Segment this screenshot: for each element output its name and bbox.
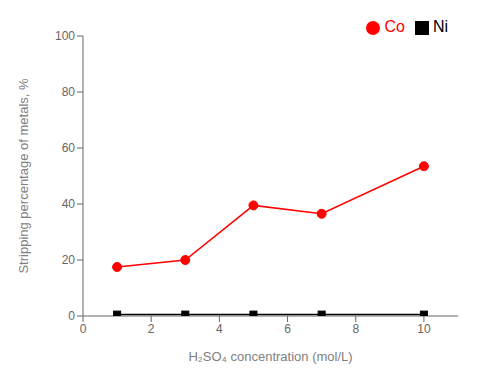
- svg-text:80: 80: [62, 85, 76, 99]
- svg-text:0: 0: [80, 322, 87, 336]
- svg-text:0: 0: [68, 309, 75, 323]
- svg-text:10: 10: [417, 322, 431, 336]
- svg-text:H₂SO₄ concentration (mol/L): H₂SO₄ concentration (mol/L): [188, 349, 352, 364]
- svg-text:4: 4: [216, 322, 223, 336]
- html-text:Co: Co: [384, 18, 405, 35]
- svg-text:8: 8: [352, 322, 359, 336]
- svg-text:100: 100: [55, 29, 75, 43]
- html-text:Ni: Ni: [432, 18, 448, 35]
- svg-text:2: 2: [148, 322, 155, 336]
- svg-text:6: 6: [284, 322, 291, 336]
- svg-text:Stripping percentage of metals: Stripping percentage of metals, %: [16, 78, 31, 274]
- svg-text:40: 40: [62, 197, 76, 211]
- svg-text:60: 60: [62, 141, 76, 155]
- svg-text:20: 20: [62, 253, 76, 267]
